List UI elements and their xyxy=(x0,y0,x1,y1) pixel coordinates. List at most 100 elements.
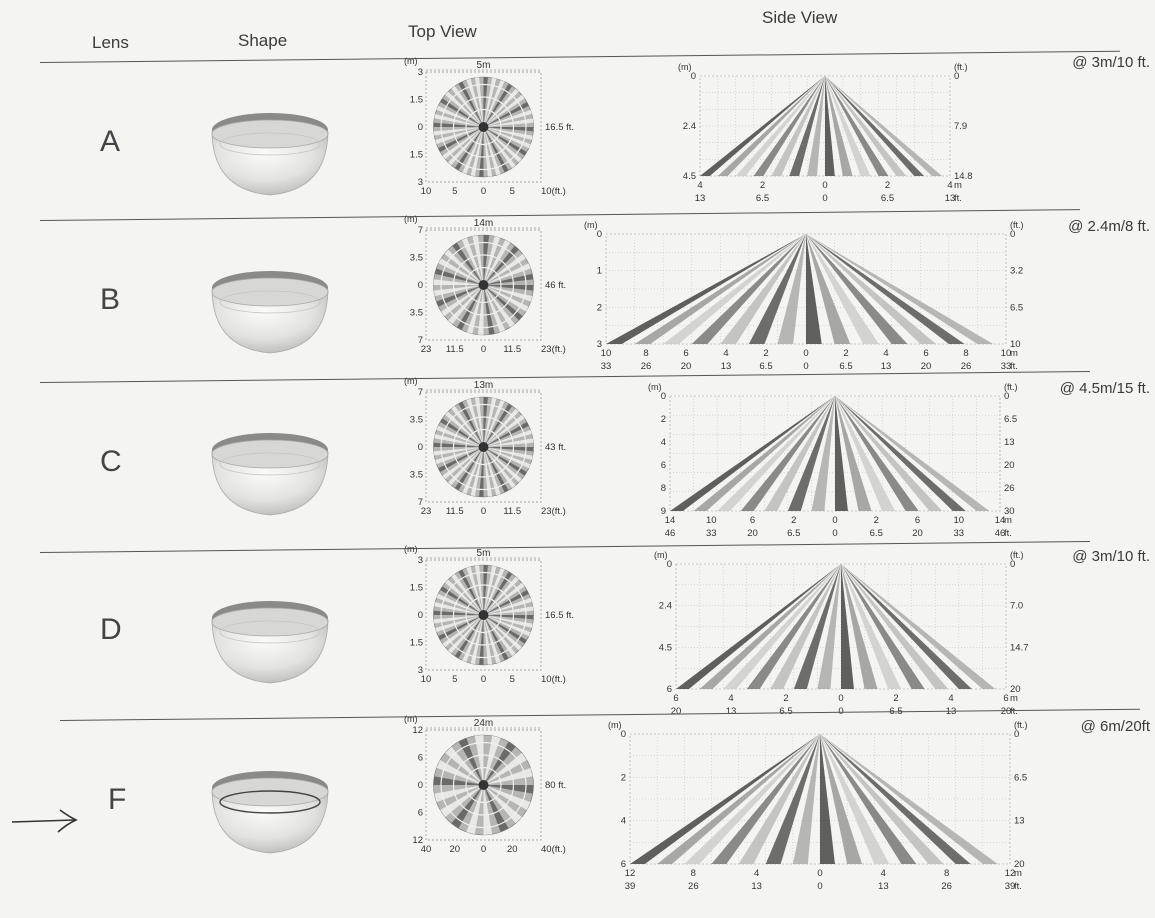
side-ft-tick: 46 xyxy=(665,528,676,539)
side-m-tick: 4 xyxy=(883,348,888,359)
side-m-tick: 2 xyxy=(783,693,788,704)
detection-pattern-icon xyxy=(433,564,534,666)
side-m-tick: m xyxy=(1004,515,1012,526)
mounting-height-note: @ 4.5m/15 ft. xyxy=(1059,380,1150,397)
side-m-tick: 12 xyxy=(625,868,636,879)
side-left-tick: 4 xyxy=(621,816,626,827)
side-m-tick: 0 xyxy=(817,868,822,879)
side-view-diagram: (m)(ft.)02.44.5607.014.7206420246m20136.… xyxy=(654,550,1029,717)
side-ft-tick: 13 xyxy=(751,881,762,892)
side-ft-tick: 13 xyxy=(945,193,956,204)
side-m-unit-label: (m) xyxy=(648,382,662,392)
side-m-tick: 2 xyxy=(885,180,890,191)
side-ft-tick: 33 xyxy=(953,528,964,539)
side-left-tick: 0 xyxy=(597,229,602,240)
side-ft-tick: 13 xyxy=(726,706,737,717)
side-m-tick: 10 xyxy=(1001,348,1012,359)
side-right-tick: 20 xyxy=(1014,859,1025,870)
side-ft-tick: 39 xyxy=(625,881,636,892)
top-y-tick: 3 xyxy=(418,177,423,188)
side-left-tick: 4 xyxy=(661,437,666,448)
side-ft-tick: 20 xyxy=(912,528,923,539)
side-m-unit-label: (m) xyxy=(654,550,668,560)
side-ft-tick: ft. xyxy=(1010,706,1018,717)
top-unit-label: (m) xyxy=(404,714,418,724)
side-view-diagram: (m) (ft.)02.44.507.914.84 2 0 2 4 m13 6.5 0 6.5 13… xyxy=(678,62,973,204)
top-y-tick: 0 xyxy=(418,122,423,133)
detection-beams-icon xyxy=(676,564,996,689)
side-right-tick: 6.5 xyxy=(1004,414,1017,425)
top-x-tick: 10 xyxy=(421,186,432,197)
top-x-tick: 40(ft.) xyxy=(541,844,566,855)
side-m-tick: 4 xyxy=(697,180,702,191)
side-right-tick: 10 xyxy=(1010,339,1021,350)
side-m-unit-label: (m) xyxy=(584,220,598,230)
header-side-view: Side View xyxy=(762,8,838,27)
side-right-tick: 7.9 xyxy=(954,121,967,132)
side-m-tick: 2 xyxy=(791,515,796,526)
detection-pattern-icon xyxy=(433,396,534,498)
top-dimension-label: 24m xyxy=(474,718,493,729)
side-m-tick: 10 xyxy=(706,515,717,526)
side-right-tick: 20 xyxy=(1010,684,1021,695)
side-m-unit-label: (m) xyxy=(608,720,622,730)
top-y-tick: 3.5 xyxy=(410,415,423,426)
side-right-tick: 26 xyxy=(1004,483,1015,494)
side-right-tick: 20 xyxy=(1004,460,1015,471)
top-x-tick: 23 xyxy=(421,344,432,355)
side-ft-tick: 6.5 xyxy=(787,528,800,539)
top-x-tick: 0 xyxy=(481,186,486,197)
top-y-tick: 7 xyxy=(418,497,423,508)
side-ft-tick: 20 xyxy=(681,361,692,372)
side-left-tick: 2.4 xyxy=(683,121,696,132)
side-ft-tick: 26 xyxy=(941,881,952,892)
top-x-tick: 11.5 xyxy=(446,344,464,355)
side-ft-tick: 6.5 xyxy=(839,361,852,372)
side-right-tick: 0 xyxy=(1010,559,1015,570)
detection-pattern-icon xyxy=(433,234,534,336)
side-ft-tick: 6.5 xyxy=(759,361,772,372)
top-x-tick: 23 xyxy=(421,506,432,517)
top-right-label: 16.5 ft. xyxy=(545,122,574,133)
top-unit-label: (m) xyxy=(404,56,418,66)
top-y-tick: 1.5 xyxy=(410,583,423,594)
side-left-tick: 2.4 xyxy=(659,601,672,612)
side-right-tick: 0 xyxy=(1010,229,1015,240)
lens-letter: B xyxy=(100,283,121,316)
side-m-tick: 8 xyxy=(691,868,696,879)
top-x-tick: 5 xyxy=(510,186,515,197)
top-y-tick: 3.5 xyxy=(410,470,423,481)
side-left-tick: 4.5 xyxy=(659,642,672,653)
lens-shape-image xyxy=(211,271,329,354)
detection-beams-icon xyxy=(670,396,990,511)
side-ft-unit-label: (ft.) xyxy=(1010,220,1024,230)
side-left-tick: 8 xyxy=(661,483,666,494)
top-y-tick: 1.5 xyxy=(410,95,423,106)
side-right-tick: 6.5 xyxy=(1014,772,1027,783)
top-x-tick: 10 xyxy=(421,674,432,685)
side-m-tick: m xyxy=(1010,348,1018,359)
side-left-tick: 6 xyxy=(667,684,672,695)
top-y-tick: 1.5 xyxy=(410,638,423,649)
top-y-tick: 3 xyxy=(418,555,423,566)
side-ft-tick: 0 xyxy=(817,881,822,892)
side-m-tick: 6 xyxy=(923,348,928,359)
top-right-label: 80 ft. xyxy=(545,780,566,791)
top-dimension-label: 5m xyxy=(477,548,491,559)
side-right-tick: 14.8 xyxy=(954,171,973,182)
side-m-tick: 6 xyxy=(673,693,678,704)
side-m-tick: 6 xyxy=(750,515,755,526)
top-x-tick: 20 xyxy=(507,844,518,855)
top-x-tick: 5 xyxy=(452,674,457,685)
side-ft-tick: 6.5 xyxy=(756,193,769,204)
side-ft-tick: 33 xyxy=(601,361,612,372)
top-y-tick: 0 xyxy=(418,780,423,791)
side-m-tick: 8 xyxy=(963,348,968,359)
top-x-tick: 5 xyxy=(452,186,457,197)
side-left-tick: 0 xyxy=(621,729,626,740)
lens-shape-image xyxy=(211,113,329,196)
side-right-tick: 0 xyxy=(954,71,959,82)
top-x-tick: 11.5 xyxy=(503,344,521,355)
